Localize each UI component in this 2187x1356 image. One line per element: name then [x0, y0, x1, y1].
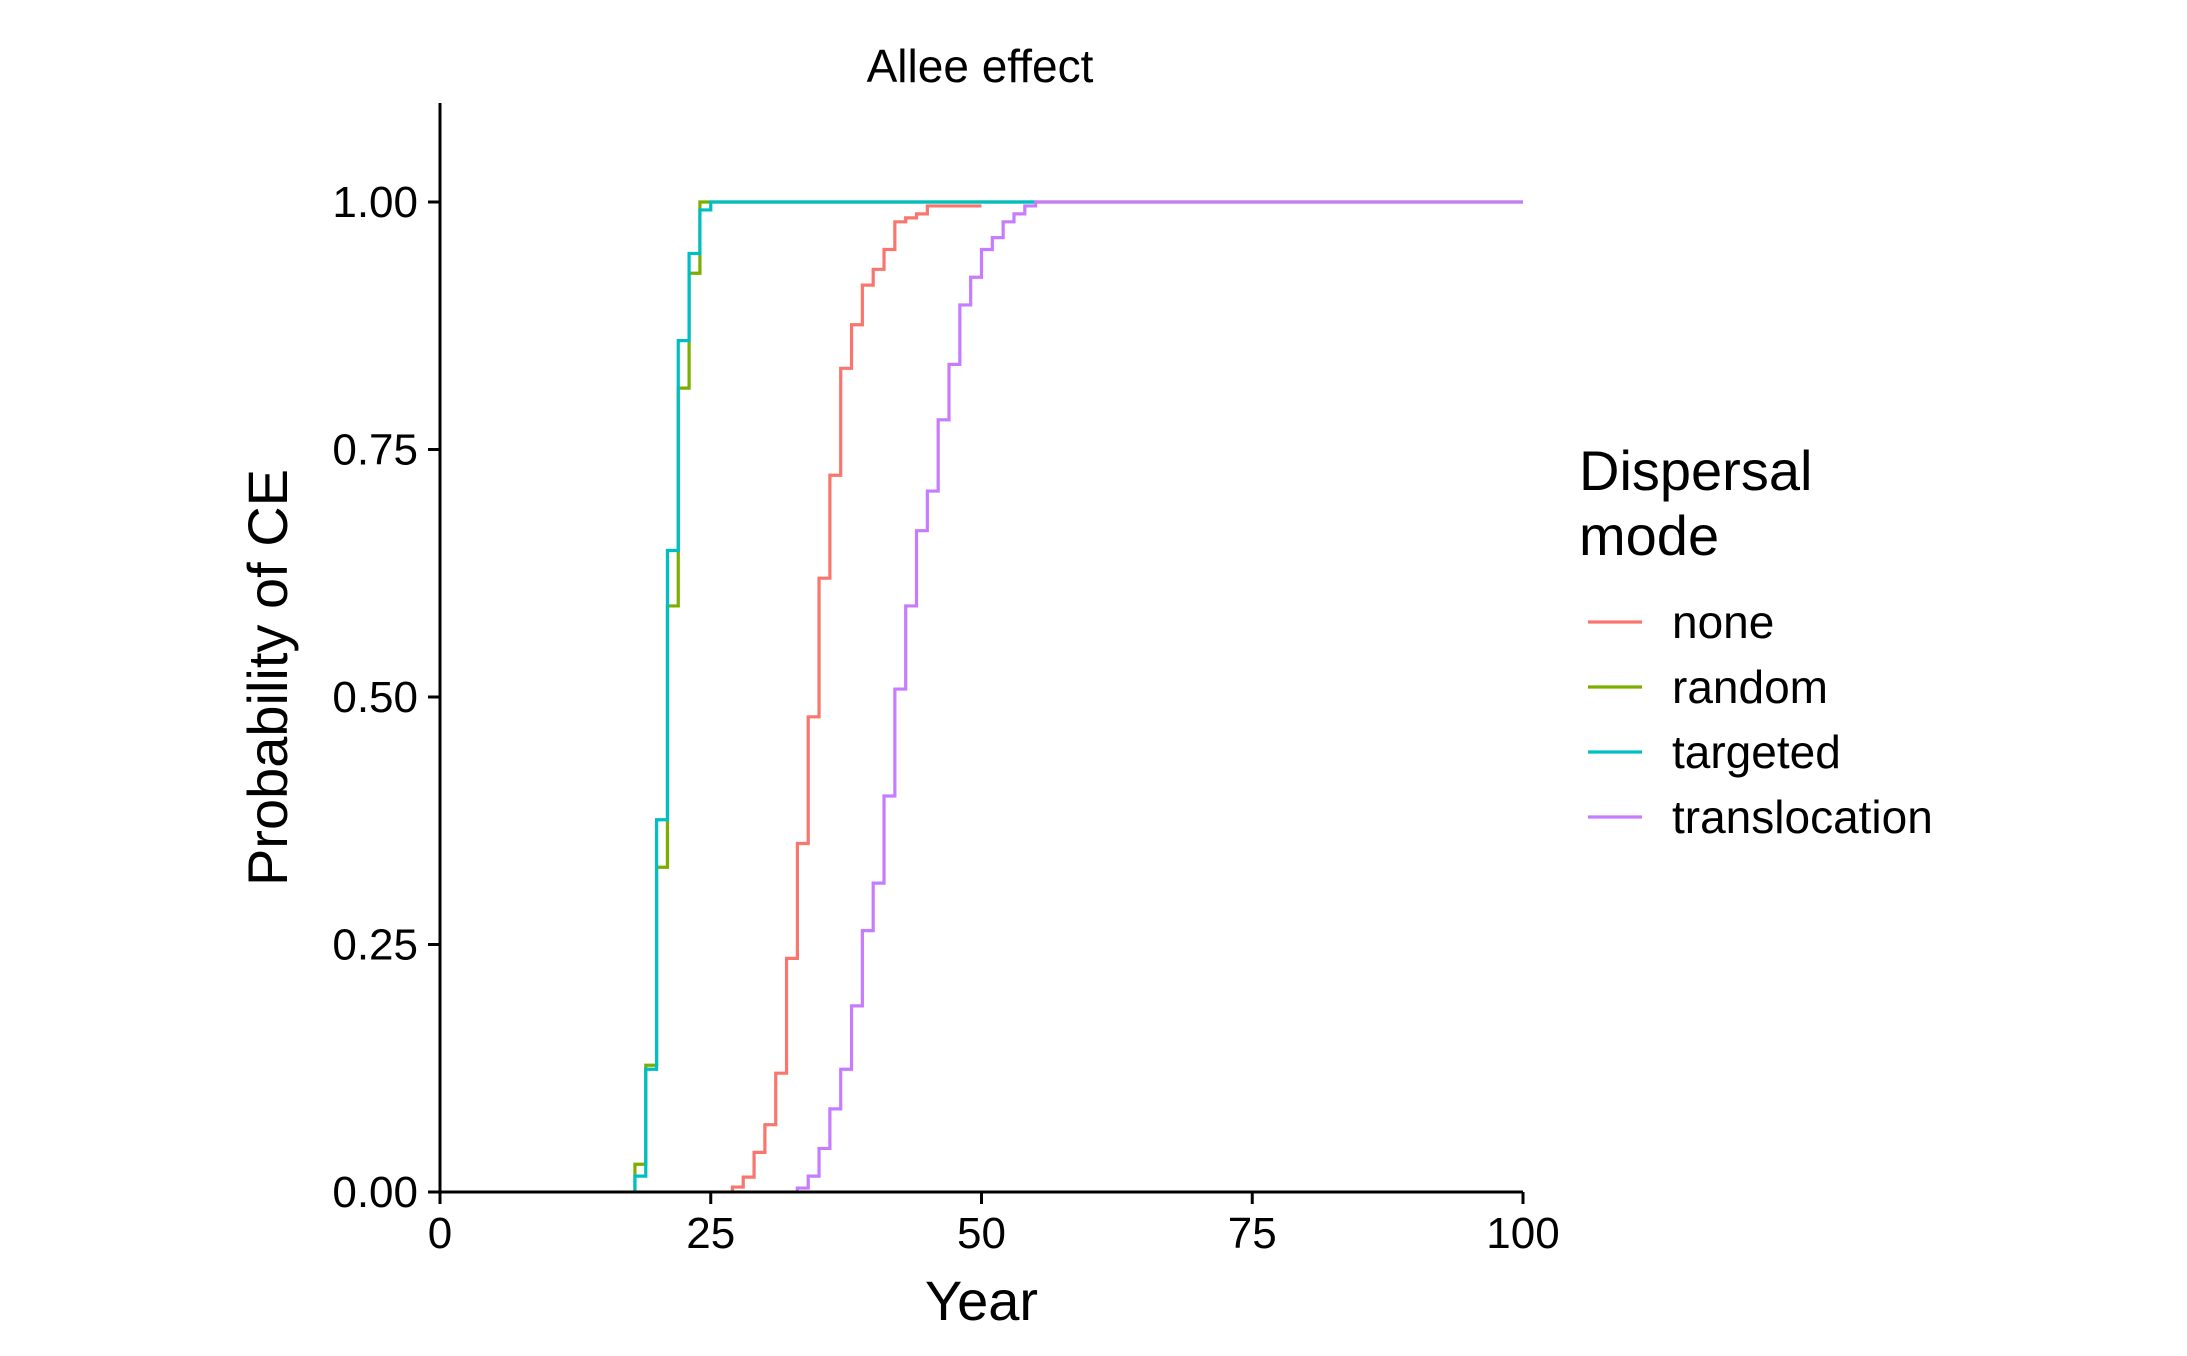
series-line-targeted [633, 200, 1036, 1192]
x-axis-ticks: 0 25 50 75 100 [428, 1192, 1560, 1258]
x-tick-label: 25 [686, 1209, 735, 1258]
x-tick-label: 75 [1228, 1209, 1277, 1258]
y-tick-label: 1.00 [332, 178, 418, 227]
legend-label-none: none [1672, 596, 1774, 648]
y-tick-label: 0.25 [332, 921, 418, 970]
x-tick-label: 100 [1486, 1209, 1559, 1258]
chart-title: Allee effect [867, 40, 1094, 92]
series-layer [633, 200, 1523, 1192]
legend-label-targeted: targeted [1672, 726, 1841, 778]
legend-title-line-2: mode [1579, 504, 1719, 567]
y-tick-label: 0.50 [332, 673, 418, 722]
axes-layer: 0 25 50 75 100 0.00 0.25 0.50 0.75 1.00 [332, 103, 1560, 1258]
legend: Dispersal mode none random targeted translo… [1579, 439, 1933, 843]
series-line-none [730, 204, 982, 1192]
x-tick-label: 0 [428, 1209, 452, 1258]
x-axis-title: Year [925, 1269, 1038, 1332]
y-axis-title: Probability of CE [236, 469, 299, 886]
y-axis-ticks: 0.00 0.25 0.50 0.75 1.00 [332, 178, 440, 1217]
legend-title-line-1: Dispersal [1579, 439, 1812, 502]
y-tick-label: 0.00 [332, 1168, 418, 1217]
y-tick-label: 0.75 [332, 426, 418, 475]
series-line-translocation [795, 200, 1523, 1192]
series-line-random [633, 200, 1523, 1192]
legend-label-translocation: translocation [1672, 791, 1933, 843]
legend-label-random: random [1672, 661, 1828, 713]
x-tick-label: 50 [957, 1209, 1006, 1258]
legend-items: none random targeted translocation [1588, 596, 1933, 843]
